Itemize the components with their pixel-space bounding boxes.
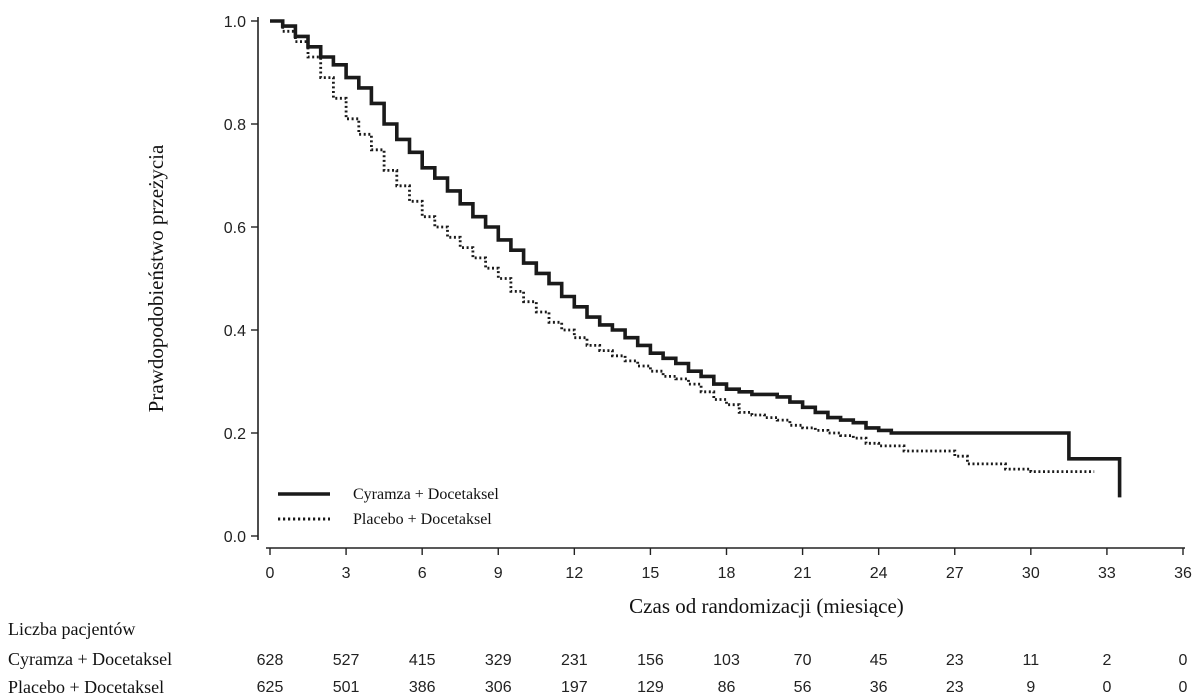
legend-label-placebo: Placebo + Docetaksel xyxy=(353,511,492,528)
risk-value: 9 xyxy=(1026,679,1035,696)
risk-value: 0 xyxy=(1102,679,1111,696)
legend: Cyramza + Docetaksel Placebo + Docetakse… xyxy=(278,486,499,528)
x-tick-label: 24 xyxy=(870,565,888,582)
x-tick-label: 0 xyxy=(266,565,275,582)
risk-row-label-cyramza: Cyramza + Docetaksel xyxy=(8,649,172,669)
series-line-placebo xyxy=(270,19,1095,473)
risk-value: 103 xyxy=(713,652,740,669)
y-tick-label: 0.2 xyxy=(224,426,246,443)
risk-row-label-placebo: Placebo + Docetaksel xyxy=(8,677,164,697)
plot-lines xyxy=(270,19,1122,498)
risk-value: 0 xyxy=(1179,679,1188,696)
risk-table-title: Liczba pacjentów xyxy=(8,619,135,639)
risk-table: Liczba pacjentów Cyramza + Docetaksel Pl… xyxy=(8,619,1188,697)
risk-value: 197 xyxy=(561,679,588,696)
risk-value: 23 xyxy=(946,679,964,696)
risk-value: 156 xyxy=(637,652,664,669)
risk-value: 36 xyxy=(870,679,888,696)
series-line-cyramza xyxy=(270,19,1122,498)
risk-value: 56 xyxy=(794,679,812,696)
risk-value: 70 xyxy=(794,652,812,669)
legend-label-cyramza: Cyramza + Docetaksel xyxy=(353,486,499,503)
risk-value: 386 xyxy=(409,679,436,696)
x-tick-label: 27 xyxy=(946,565,964,582)
axes: 0.00.20.40.60.81.0 0 3 6 9 12 15 18 21 24 27 30 33 3… xyxy=(224,14,1192,582)
x-axis-label: Czas od randomizacji (miesiące) xyxy=(629,594,904,618)
risk-value: 628 xyxy=(257,652,284,669)
y-tick-label: 0.8 xyxy=(224,117,246,134)
x-tick-label: 21 xyxy=(794,565,812,582)
risk-value: 0 xyxy=(1179,652,1188,669)
risk-value: 129 xyxy=(637,679,664,696)
y-ticks: 0.0 0.2 0.4 0.6 0.8 1.0 xyxy=(224,14,258,546)
risk-value: 415 xyxy=(409,652,436,669)
risk-value: 45 xyxy=(870,652,888,669)
y-tick-label: 0.4 xyxy=(224,323,246,340)
x-tick-label: 12 xyxy=(565,565,583,582)
x-tick-label: 9 xyxy=(494,565,503,582)
risk-value: 527 xyxy=(333,652,360,669)
risk-value: 625 xyxy=(257,679,284,696)
x-ticks: 0 3 6 9 12 15 18 21 24 27 30 33 36 xyxy=(266,548,1192,582)
risk-value: 306 xyxy=(485,679,512,696)
y-axis-label: Prawdopodobieństwo przeżycia xyxy=(144,144,168,412)
x-tick-label: 15 xyxy=(642,565,660,582)
x-tick-label: 3 xyxy=(342,565,351,582)
risk-value: 501 xyxy=(333,679,360,696)
y-tick-label: 1.0 xyxy=(224,14,246,31)
x-tick-label: 30 xyxy=(1022,565,1040,582)
risk-value: 329 xyxy=(485,652,512,669)
risk-value: 11 xyxy=(1023,652,1040,669)
risk-values: 628 527 415 329 231 156 103 70 45 23 11 2 0 625 501 386… xyxy=(257,652,1188,696)
x-tick-label: 6 xyxy=(418,565,427,582)
x-tick-label: 33 xyxy=(1098,565,1116,582)
risk-value: 86 xyxy=(718,679,736,696)
risk-value: 23 xyxy=(946,652,964,669)
risk-value: 231 xyxy=(561,652,588,669)
risk-value: 2 xyxy=(1102,652,1111,669)
y-tick-label: 0.0 xyxy=(224,529,246,546)
x-tick-label: 18 xyxy=(718,565,736,582)
y-tick-label: 0.6 xyxy=(224,220,246,237)
x-tick-label: 36 xyxy=(1174,565,1192,582)
